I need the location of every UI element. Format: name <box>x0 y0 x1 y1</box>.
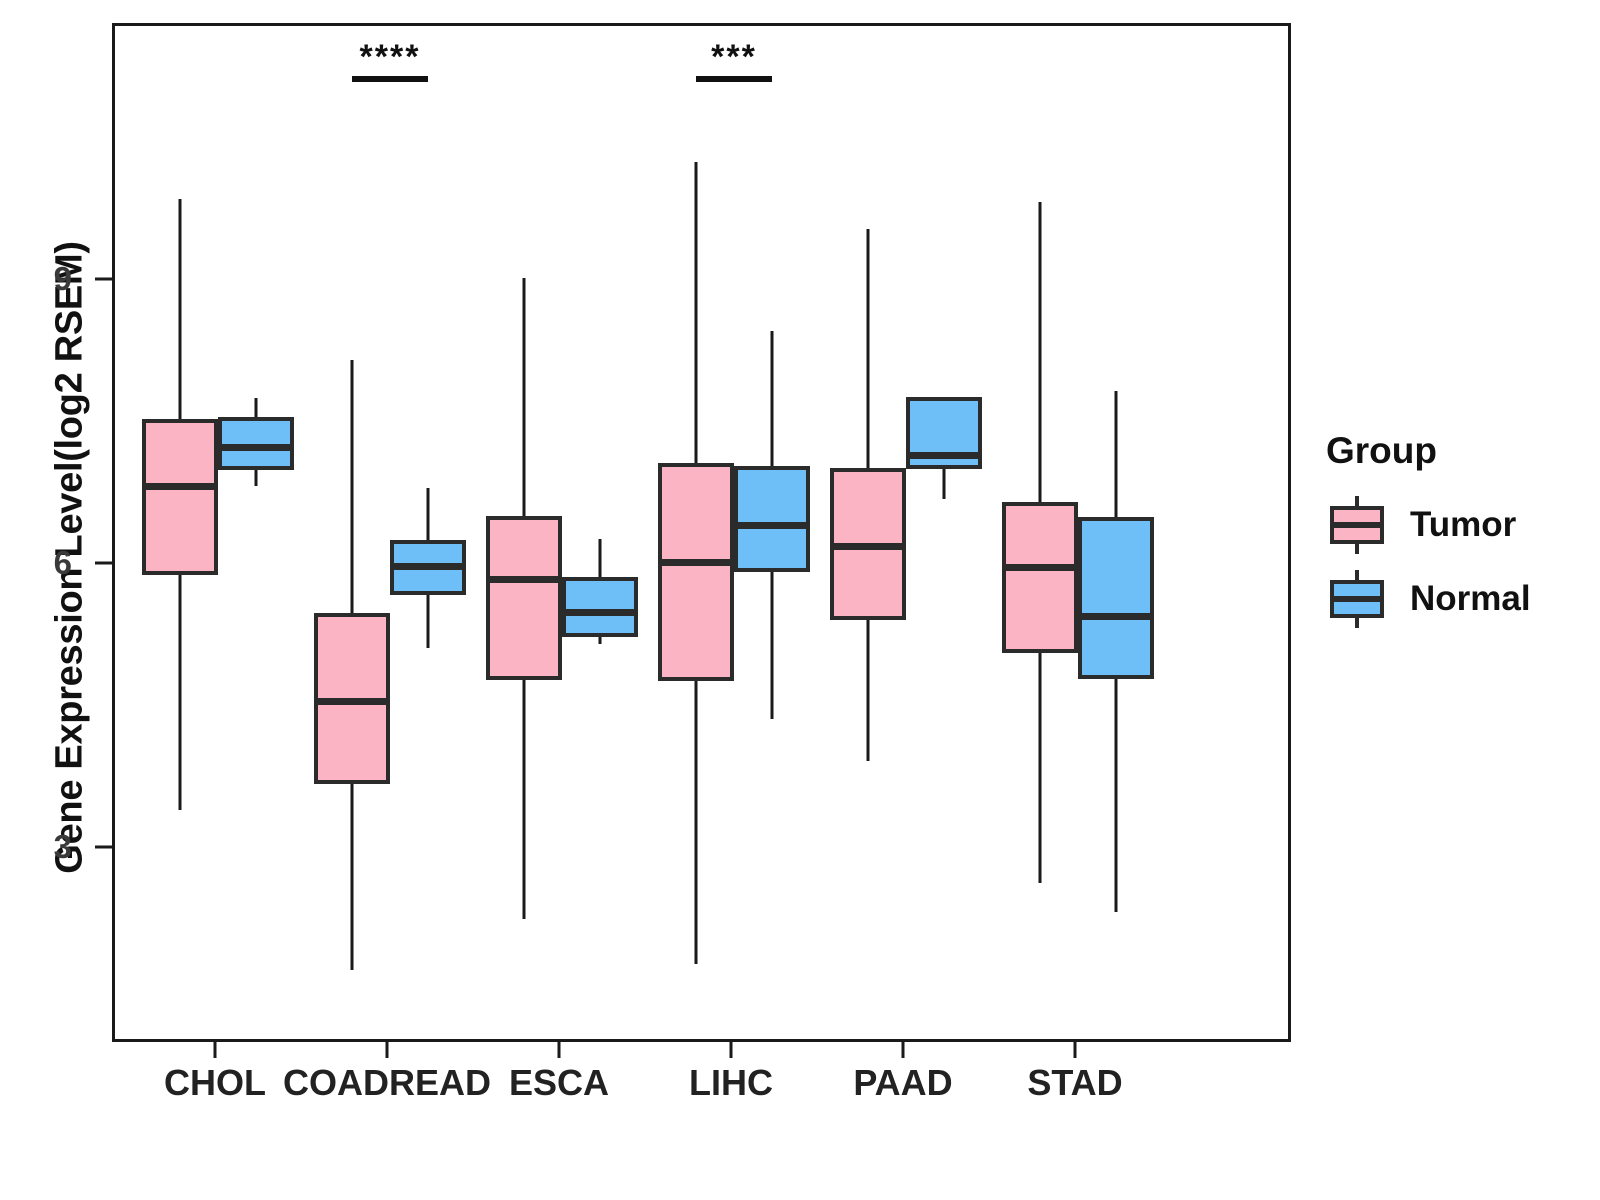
x-tick-label-stad: STAD <box>1027 1062 1123 1103</box>
legend-key-median <box>1330 522 1384 528</box>
x-tick-mark <box>729 1042 733 1058</box>
x-tick-label-esca: ESCA <box>508 1062 610 1103</box>
x-tick-mark <box>1073 1042 1077 1058</box>
significance-bar <box>696 76 772 82</box>
plot-panel: **** *** <box>112 23 1291 1042</box>
legend-key-median <box>1330 596 1384 602</box>
y-tick-mark <box>95 561 112 565</box>
legend-key-icon <box>1326 496 1388 554</box>
box-rect <box>142 419 218 575</box>
median-line <box>734 521 810 529</box>
box-rect <box>1002 501 1078 654</box>
box-rect <box>562 577 638 637</box>
x-tick-mark <box>557 1042 561 1058</box>
legend-key-icon <box>1326 570 1388 628</box>
y-tick-label: 6 <box>53 544 72 581</box>
median-line <box>1078 612 1154 620</box>
x-tick-label-chol: CHOL <box>164 1062 266 1103</box>
median-line <box>142 482 218 490</box>
y-tick-mark <box>95 277 112 281</box>
median-line <box>906 451 982 459</box>
x-tick-label-lihc: LIHC <box>689 1062 773 1103</box>
median-line <box>218 444 294 452</box>
x-tick-label-paad: PAAD <box>853 1062 953 1103</box>
significance-stars: *** <box>711 38 757 76</box>
box-rect <box>486 515 562 680</box>
significance-bar <box>352 76 428 82</box>
y-tick-label: 9 <box>53 260 72 297</box>
median-line <box>562 608 638 616</box>
x-tick-mark <box>213 1042 217 1058</box>
legend-item-tumor[interactable]: Tumor <box>1326 494 1576 556</box>
x-tick-mark <box>385 1042 389 1058</box>
significance-stars: **** <box>359 38 421 76</box>
y-tick-mark <box>95 845 112 849</box>
median-line <box>314 697 390 705</box>
legend-label: Tumor <box>1410 505 1517 544</box>
median-line <box>486 575 562 583</box>
median-line <box>390 562 466 570</box>
box-rect <box>1078 516 1154 679</box>
x-tick-mark <box>901 1042 905 1058</box>
legend-entries: Tumor Normal <box>1326 494 1576 630</box>
legend-item-normal[interactable]: Normal <box>1326 568 1576 630</box>
legend-title: Group <box>1326 430 1437 471</box>
x-tick-label-coadread: COADREAD <box>282 1062 492 1103</box>
box-rect <box>734 465 810 572</box>
median-line <box>830 542 906 550</box>
median-line <box>658 558 734 566</box>
box-rect <box>218 417 294 471</box>
legend-label: Normal <box>1410 579 1531 618</box>
legend: Group Tumor Normal <box>1326 430 1576 642</box>
y-tick-label: 3 <box>53 828 72 865</box>
box-rect <box>658 462 734 681</box>
median-line <box>1002 564 1078 572</box>
